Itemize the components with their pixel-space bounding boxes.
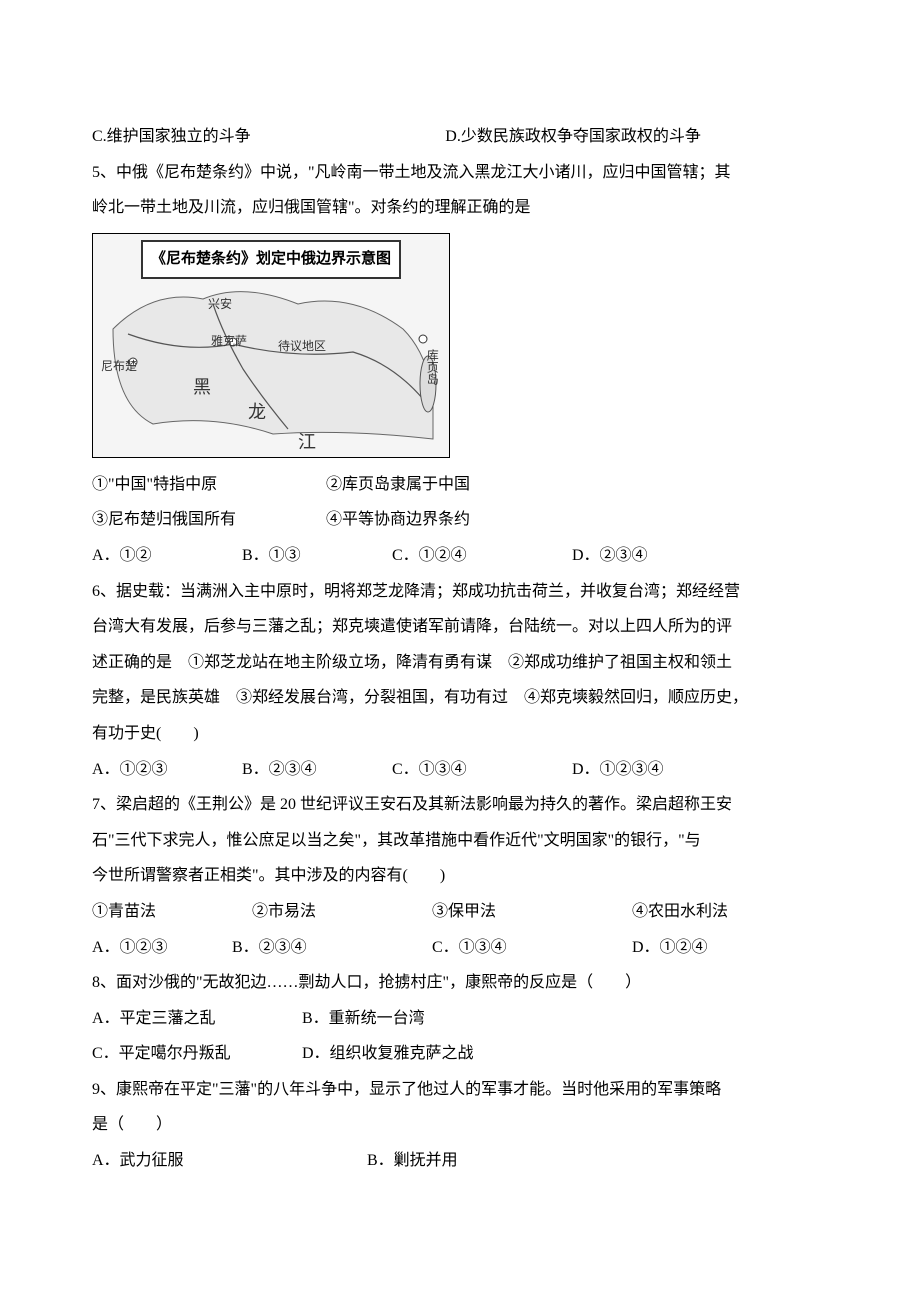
map-label-xingan: 兴安 [208,292,232,317]
q7-option-a: A．①②③ [92,931,232,965]
q4-option-d: D.少数民族政权争夺国家政权的斗争 [445,120,828,154]
map-label-nibuchu: 尼布楚 [101,354,137,379]
q7-statements: ①青苗法 ②市易法 ③保甲法 ④农田水利法 [92,895,828,929]
q7-options: A．①②③ B．②③④ C．①③④ D．①②④ [92,931,828,965]
q5-stem-line2: 岭北一带土地及川流，应归俄国管辖"。对条约的理解正确的是 [92,191,828,225]
q7-option-c: C．①③④ [432,931,632,965]
q7-line2: 石"三代下求完人，惟公庶足以当之矣"，其改革措施中看作近代"文明国家"的银行，"… [92,824,828,858]
q7-stmt3: ③保甲法 [432,895,632,929]
q6-line5: 有功于史( ) [92,717,828,751]
q7-line1: 7、梁启超的《王荆公》是 20 世纪评议王安石及其新法影响最为持久的著作。梁启超… [92,788,828,822]
q7-stmt4: ④农田水利法 [632,895,728,929]
map-label-yakesa: 雅克萨 [211,329,247,354]
q5-options: A．①② B．①③ C．①②④ D．②③④ [92,539,828,573]
q5-stmt2: ②库页岛隶属于中国 [326,476,470,493]
map-label-jiang: 江 [298,424,316,458]
q5-option-b: B．①③ [242,539,392,573]
q8-options-ab: A．平定三藩之乱 B．重新统一台湾 [92,1002,828,1036]
q4-options-cd: C.维护国家独立的斗争 D.少数民族政权争夺国家政权的斗争 [92,120,828,154]
map-label-hei: 黑 [193,369,211,407]
map-label-long: 龙 [248,394,266,432]
q6-line4: 完整，是民族英雄 ③郑经发展台湾，分裂祖国，有功有过 ④郑克塽毅然回归，顺应历史… [92,681,828,715]
q5-map: 《尼布楚条约》划定中俄边界示意图 兴安 雅克萨 待议地区 尼布楚 黑 龙 江 库… [92,233,450,458]
q8-option-d: D．组织收复雅克萨之战 [302,1037,474,1071]
q5-stmt3: ③尼布楚归俄国所有 [92,503,322,537]
q7-stmt1: ①青苗法 [92,895,252,929]
map-label-kuye: 库页岛 [419,349,444,385]
q9-option-a: A．武力征服 [92,1144,367,1178]
q5-map-svg [93,234,450,458]
q6-option-a: A．①②③ [92,753,242,787]
q7-stmt2: ②市易法 [252,895,432,929]
q9-line1: 9、康熙帝在平定"三藩"的八年斗争中，显示了他过人的军事才能。当时他采用的军事策… [92,1073,828,1107]
q8-options-cd: C．平定噶尔丹叛乱 D．组织收复雅克萨之战 [92,1037,828,1071]
q5-option-c: C．①②④ [392,539,572,573]
q6-option-b: B．②③④ [242,753,392,787]
q8-option-a: A．平定三藩之乱 [92,1002,302,1036]
q5-option-a: A．①② [92,539,242,573]
q4-option-c: C.维护国家独立的斗争 [92,120,445,154]
q6-line2: 台湾大有发展，后参与三藩之乱；郑克塽遣使诸军前请降，台陆统一。对以上四人所为的评 [92,610,828,644]
q7-option-d: D．①②④ [632,931,708,965]
q7-option-b: B．②③④ [232,931,432,965]
q8-line1: 8、面对沙俄的"无故犯边……剽劫人口，抢掳村庄"，康熙帝的反应是（ ） [92,966,828,1000]
q6-option-c: C．①③④ [392,753,572,787]
q6-line3: 述正确的是 ①郑芝龙站在地主阶级立场，降清有勇有谋 ②郑成功维护了祖国主权和领土 [92,646,828,680]
q9-line2: 是（ ） [92,1108,828,1142]
q6-options: A．①②③ B．②③④ C．①③④ D．①②③④ [92,753,828,787]
q9-option-b: B．剿抚并用 [367,1144,458,1178]
q6-option-d: D．①②③④ [572,753,722,787]
q7-line3: 今世所谓警察者正相类"。其中涉及的内容有( ) [92,859,828,893]
map-label-daiyi: 待议地区 [278,334,326,359]
q5-statements-12: ①"中国"特指中原 ②库页岛隶属于中国 [92,468,828,502]
q5-option-d: D．②③④ [572,539,722,573]
q5-statements-34: ③尼布楚归俄国所有 ④平等协商边界条约 [92,503,828,537]
q6-line1: 6、据史载：当满洲入主中原时，明将郑芝龙降清；郑成功抗击荷兰，并收复台湾；郑经经… [92,575,828,609]
q5-stem-line1: 5、中俄《尼布楚条约》中说，"凡岭南一带土地及流入黑龙江大小诸川，应归中国管辖；… [92,156,828,190]
q8-option-b: B．重新统一台湾 [302,1002,425,1036]
q8-option-c: C．平定噶尔丹叛乱 [92,1037,302,1071]
q5-stmt1: ①"中国"特指中原 [92,468,322,502]
q5-stmt4: ④平等协商边界条约 [326,511,470,528]
q9-options-ab: A．武力征服 B．剿抚并用 [92,1144,828,1178]
